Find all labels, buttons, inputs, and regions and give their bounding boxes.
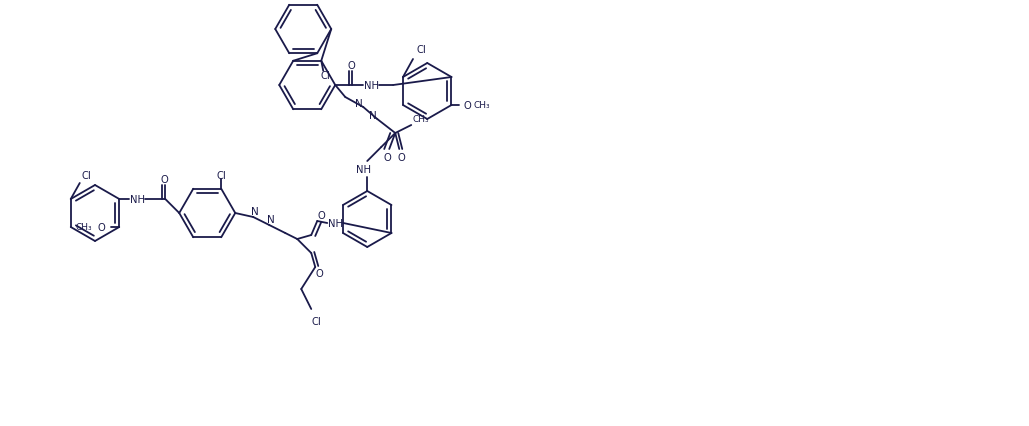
Text: Cl: Cl [216,170,226,180]
Text: O: O [315,268,323,278]
Text: NH: NH [130,195,145,204]
Text: CH₃: CH₃ [473,101,490,110]
Text: N: N [251,207,259,216]
Text: NH: NH [328,219,343,228]
Text: Cl: Cl [312,316,321,326]
Text: O: O [161,175,168,184]
Text: Cl: Cl [416,45,426,55]
Text: N: N [355,99,363,109]
Text: O: O [348,61,355,71]
Text: O: O [464,101,471,111]
Text: N: N [369,111,377,121]
Text: O: O [384,153,391,163]
Text: NH: NH [356,164,370,175]
Text: NH: NH [363,81,379,91]
Text: O: O [397,153,405,163]
Text: Cl: Cl [82,170,92,181]
Text: O: O [98,222,105,233]
Text: O: O [317,210,325,221]
Text: CH₃: CH₃ [76,223,93,232]
Text: N: N [268,215,275,225]
Text: Cl: Cl [320,71,330,81]
Text: CH₃: CH₃ [413,115,429,124]
